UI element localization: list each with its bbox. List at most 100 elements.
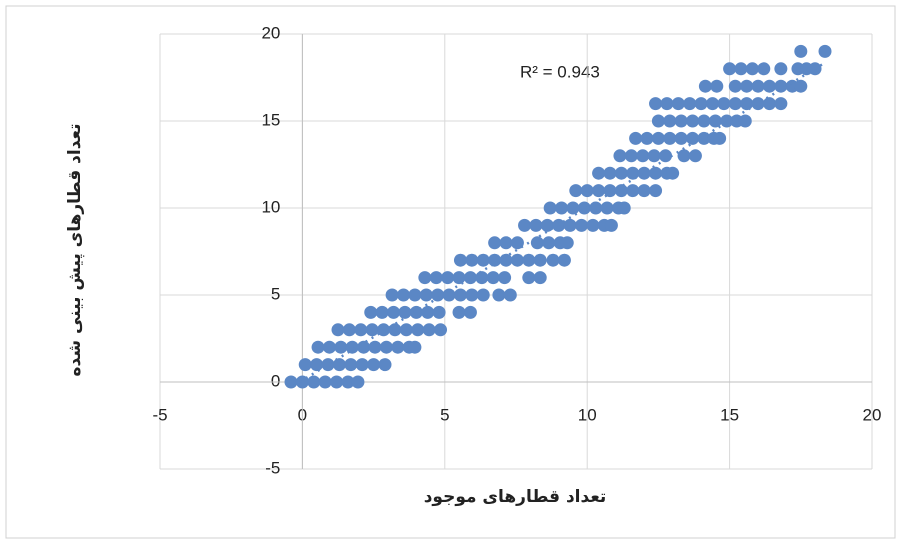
point [408, 288, 422, 302]
point [345, 340, 359, 354]
point [600, 201, 614, 215]
point [351, 375, 365, 389]
point [498, 271, 512, 285]
point [411, 323, 425, 337]
point [794, 79, 808, 93]
point [422, 323, 436, 337]
point [762, 97, 776, 111]
point [738, 114, 752, 128]
point [713, 131, 727, 145]
point [510, 253, 524, 267]
point [379, 340, 393, 354]
point [388, 323, 402, 337]
point [295, 375, 309, 389]
point [387, 305, 401, 319]
point [307, 375, 321, 389]
point [614, 166, 628, 180]
point [503, 288, 517, 302]
point [434, 323, 448, 337]
point [529, 218, 543, 232]
point [555, 201, 569, 215]
x-axis-title: تعداد قطارهای موجود [424, 487, 607, 507]
point [629, 131, 643, 145]
point [284, 375, 298, 389]
point [651, 131, 665, 145]
point [465, 288, 479, 302]
point [592, 166, 606, 180]
trendline [293, 62, 825, 387]
point [686, 131, 700, 145]
point [745, 62, 759, 76]
point [575, 218, 589, 232]
point [378, 358, 392, 372]
point [686, 114, 700, 128]
x-tick-label: 15 [720, 405, 739, 424]
point [688, 149, 702, 163]
point [604, 218, 618, 232]
point [365, 323, 379, 337]
point [603, 166, 617, 180]
point [375, 305, 389, 319]
point [476, 288, 490, 302]
point [663, 131, 677, 145]
point [626, 166, 640, 180]
point [740, 79, 754, 93]
point [330, 375, 344, 389]
point [522, 253, 536, 267]
point [298, 358, 312, 372]
point [566, 201, 580, 215]
point [476, 253, 490, 267]
point [546, 253, 560, 267]
point [589, 201, 603, 215]
point [367, 358, 381, 372]
point [637, 184, 651, 198]
point [563, 218, 577, 232]
point [774, 97, 788, 111]
point [740, 97, 754, 111]
point [542, 236, 556, 250]
x-tick-label: 10 [578, 405, 597, 424]
point [649, 97, 663, 111]
point [408, 340, 422, 354]
y-tick-label: 20 [261, 23, 280, 42]
point [603, 184, 617, 198]
point [522, 271, 536, 285]
y-tick-label: 0 [271, 371, 280, 390]
point [592, 184, 606, 198]
annotation: R² = 0.943 [520, 62, 600, 81]
point [355, 358, 369, 372]
point [318, 375, 332, 389]
point [344, 358, 358, 372]
point [499, 253, 513, 267]
point [698, 79, 712, 93]
point [463, 271, 477, 285]
point [441, 271, 455, 285]
point [540, 218, 554, 232]
point [530, 236, 544, 250]
point [818, 44, 832, 58]
point [321, 358, 335, 372]
y-tick-label: 15 [261, 110, 280, 129]
point [431, 288, 445, 302]
point [421, 305, 435, 319]
point [391, 340, 405, 354]
x-tick-label: 5 [440, 405, 449, 424]
point [322, 340, 336, 354]
point [717, 97, 731, 111]
point [674, 114, 688, 128]
point [637, 166, 651, 180]
point [475, 271, 489, 285]
point [332, 358, 346, 372]
point [728, 97, 742, 111]
point [666, 166, 680, 180]
point [311, 340, 325, 354]
x-tick-label: -5 [152, 405, 167, 424]
point [586, 218, 600, 232]
point [488, 253, 502, 267]
point [341, 375, 355, 389]
point [762, 79, 776, 93]
point [453, 288, 467, 302]
point [331, 323, 345, 337]
point [710, 79, 724, 93]
point [533, 271, 547, 285]
